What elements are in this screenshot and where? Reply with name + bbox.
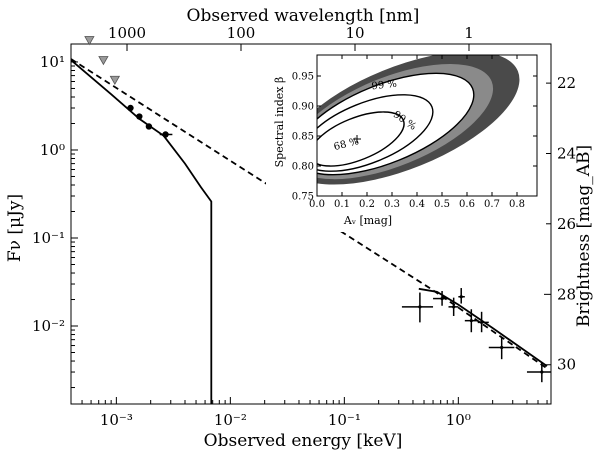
optical-point (162, 131, 169, 138)
inset-x-tick-label: 0.5 (434, 199, 450, 210)
inset-y-tick-label: 0.80 (292, 162, 314, 173)
inset-x-label: Aᵥ [mag] (343, 214, 392, 227)
x-tick-label: 10⁻³ (100, 411, 133, 429)
y2-tick-label: 22 (557, 74, 576, 92)
model-solid-line (418, 287, 548, 367)
y2-tick-label: 26 (557, 215, 576, 233)
inset-x-tick-label: 0.6 (459, 199, 475, 210)
inset-x-tick-label: 0.7 (484, 199, 500, 210)
top-axis-label: Observed wavelength [nm] (187, 6, 420, 26)
y-tick-label: 10⁰ (40, 141, 65, 159)
x2-tick-label: 1000 (108, 24, 146, 42)
powerlaw-dashed-line (71, 58, 548, 370)
inset-y-tick-label: 0.90 (292, 102, 314, 113)
inset-x-tick-label: 0.3 (384, 199, 400, 210)
inset-y-label: Spectral index β (273, 77, 286, 168)
xray-point (540, 370, 544, 374)
inset-x-tick-label: 0.4 (409, 199, 425, 210)
x2-tick-label: 10 (345, 24, 364, 42)
xray-point (440, 296, 444, 301)
x-tick-label: 10⁻² (214, 411, 247, 429)
inset-x-tick-label: 0.2 (359, 199, 375, 210)
optical-point (127, 104, 134, 112)
y-tick-label: 10¹ (40, 53, 65, 71)
inset-frame (316, 54, 538, 197)
contour-label-99: 99 % (371, 79, 397, 93)
inset-contours (317, 55, 520, 185)
model-solid-line (71, 59, 213, 404)
plot-series (71, 58, 551, 404)
xray-point (480, 320, 484, 324)
main-plot-area: 10⁻³ 10⁻² 10⁻¹ 10⁰ 1000 100 10 1 10¹ 10⁰ 10⁻¹ 10⁻² 2… (32, 24, 576, 429)
x-tick-label: 10⁰ (446, 411, 471, 429)
y2-tick-label: 28 (557, 285, 576, 303)
bottom-axis-label: Observed energy [keV] (204, 431, 403, 451)
best-fit-marker (353, 135, 361, 143)
inset-contour-plot: 99 %90 %68 %0.0 0.1 0.2 0.3 0.4 0.5 0.6 0.7 0.80… (266, 52, 546, 232)
right-axis-label: Brightness [mag_AB] (574, 145, 594, 327)
xray-point (469, 319, 473, 323)
inset-x-tick-label: 0.1 (334, 199, 350, 210)
optical-point (145, 123, 153, 130)
x2-tick-label: 100 (227, 24, 256, 42)
xray-point (500, 345, 504, 350)
inset-y-tick-label: 0.75 (292, 192, 314, 203)
x-tick-label: 10⁻¹ (328, 411, 361, 429)
y2-tick-label: 24 (557, 145, 576, 163)
upper-limit-triangle (84, 36, 95, 46)
xray-point (459, 295, 463, 299)
y-tick-label: 10⁻² (32, 317, 65, 335)
inset-x-tick-label: 0.8 (509, 199, 525, 210)
xray-point (452, 305, 456, 309)
x2-tick-label: 1 (464, 24, 474, 42)
upper-limit-triangle (109, 75, 121, 86)
left-axis-label: Fν [μJy] (5, 194, 25, 262)
inset-x-tick-label: 0.0 (309, 199, 325, 210)
inset-y-tick-label: 0.85 (292, 132, 314, 143)
upper-limit-triangle (98, 56, 109, 66)
optical-point (136, 113, 143, 120)
y-tick-label: 10⁻¹ (32, 229, 65, 247)
y2-tick-label: 30 (557, 356, 576, 374)
inset-y-tick-label: 0.95 (292, 72, 314, 83)
xray-point (418, 305, 422, 309)
